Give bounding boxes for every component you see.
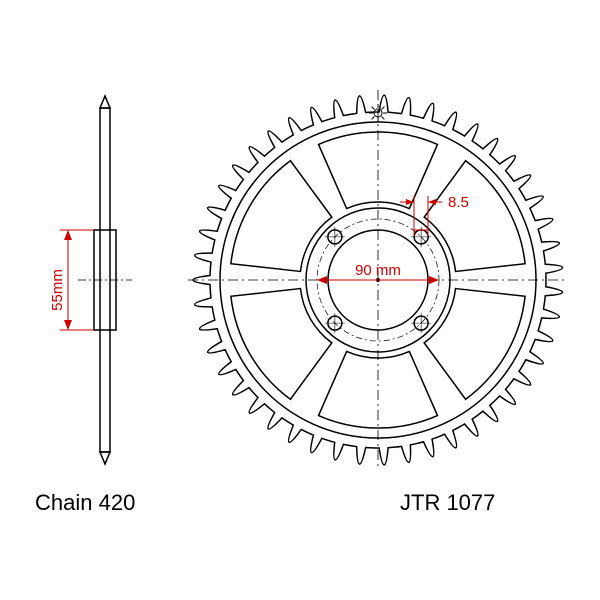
part-number-label: JTR 1077: [400, 490, 495, 516]
diagram-container: 55mm 90 mm: [0, 0, 600, 600]
dimension-55mm: 55mm: [49, 230, 94, 330]
chain-label: Chain 420: [35, 490, 135, 516]
dim-55-text: 55mm: [49, 269, 66, 311]
dim-8-5-text: 8.5: [448, 194, 469, 211]
front-view: 90 mm 8.5: [188, 90, 568, 470]
side-view: 55mm: [49, 96, 132, 464]
dim-90-text: 90 mm: [355, 262, 401, 279]
